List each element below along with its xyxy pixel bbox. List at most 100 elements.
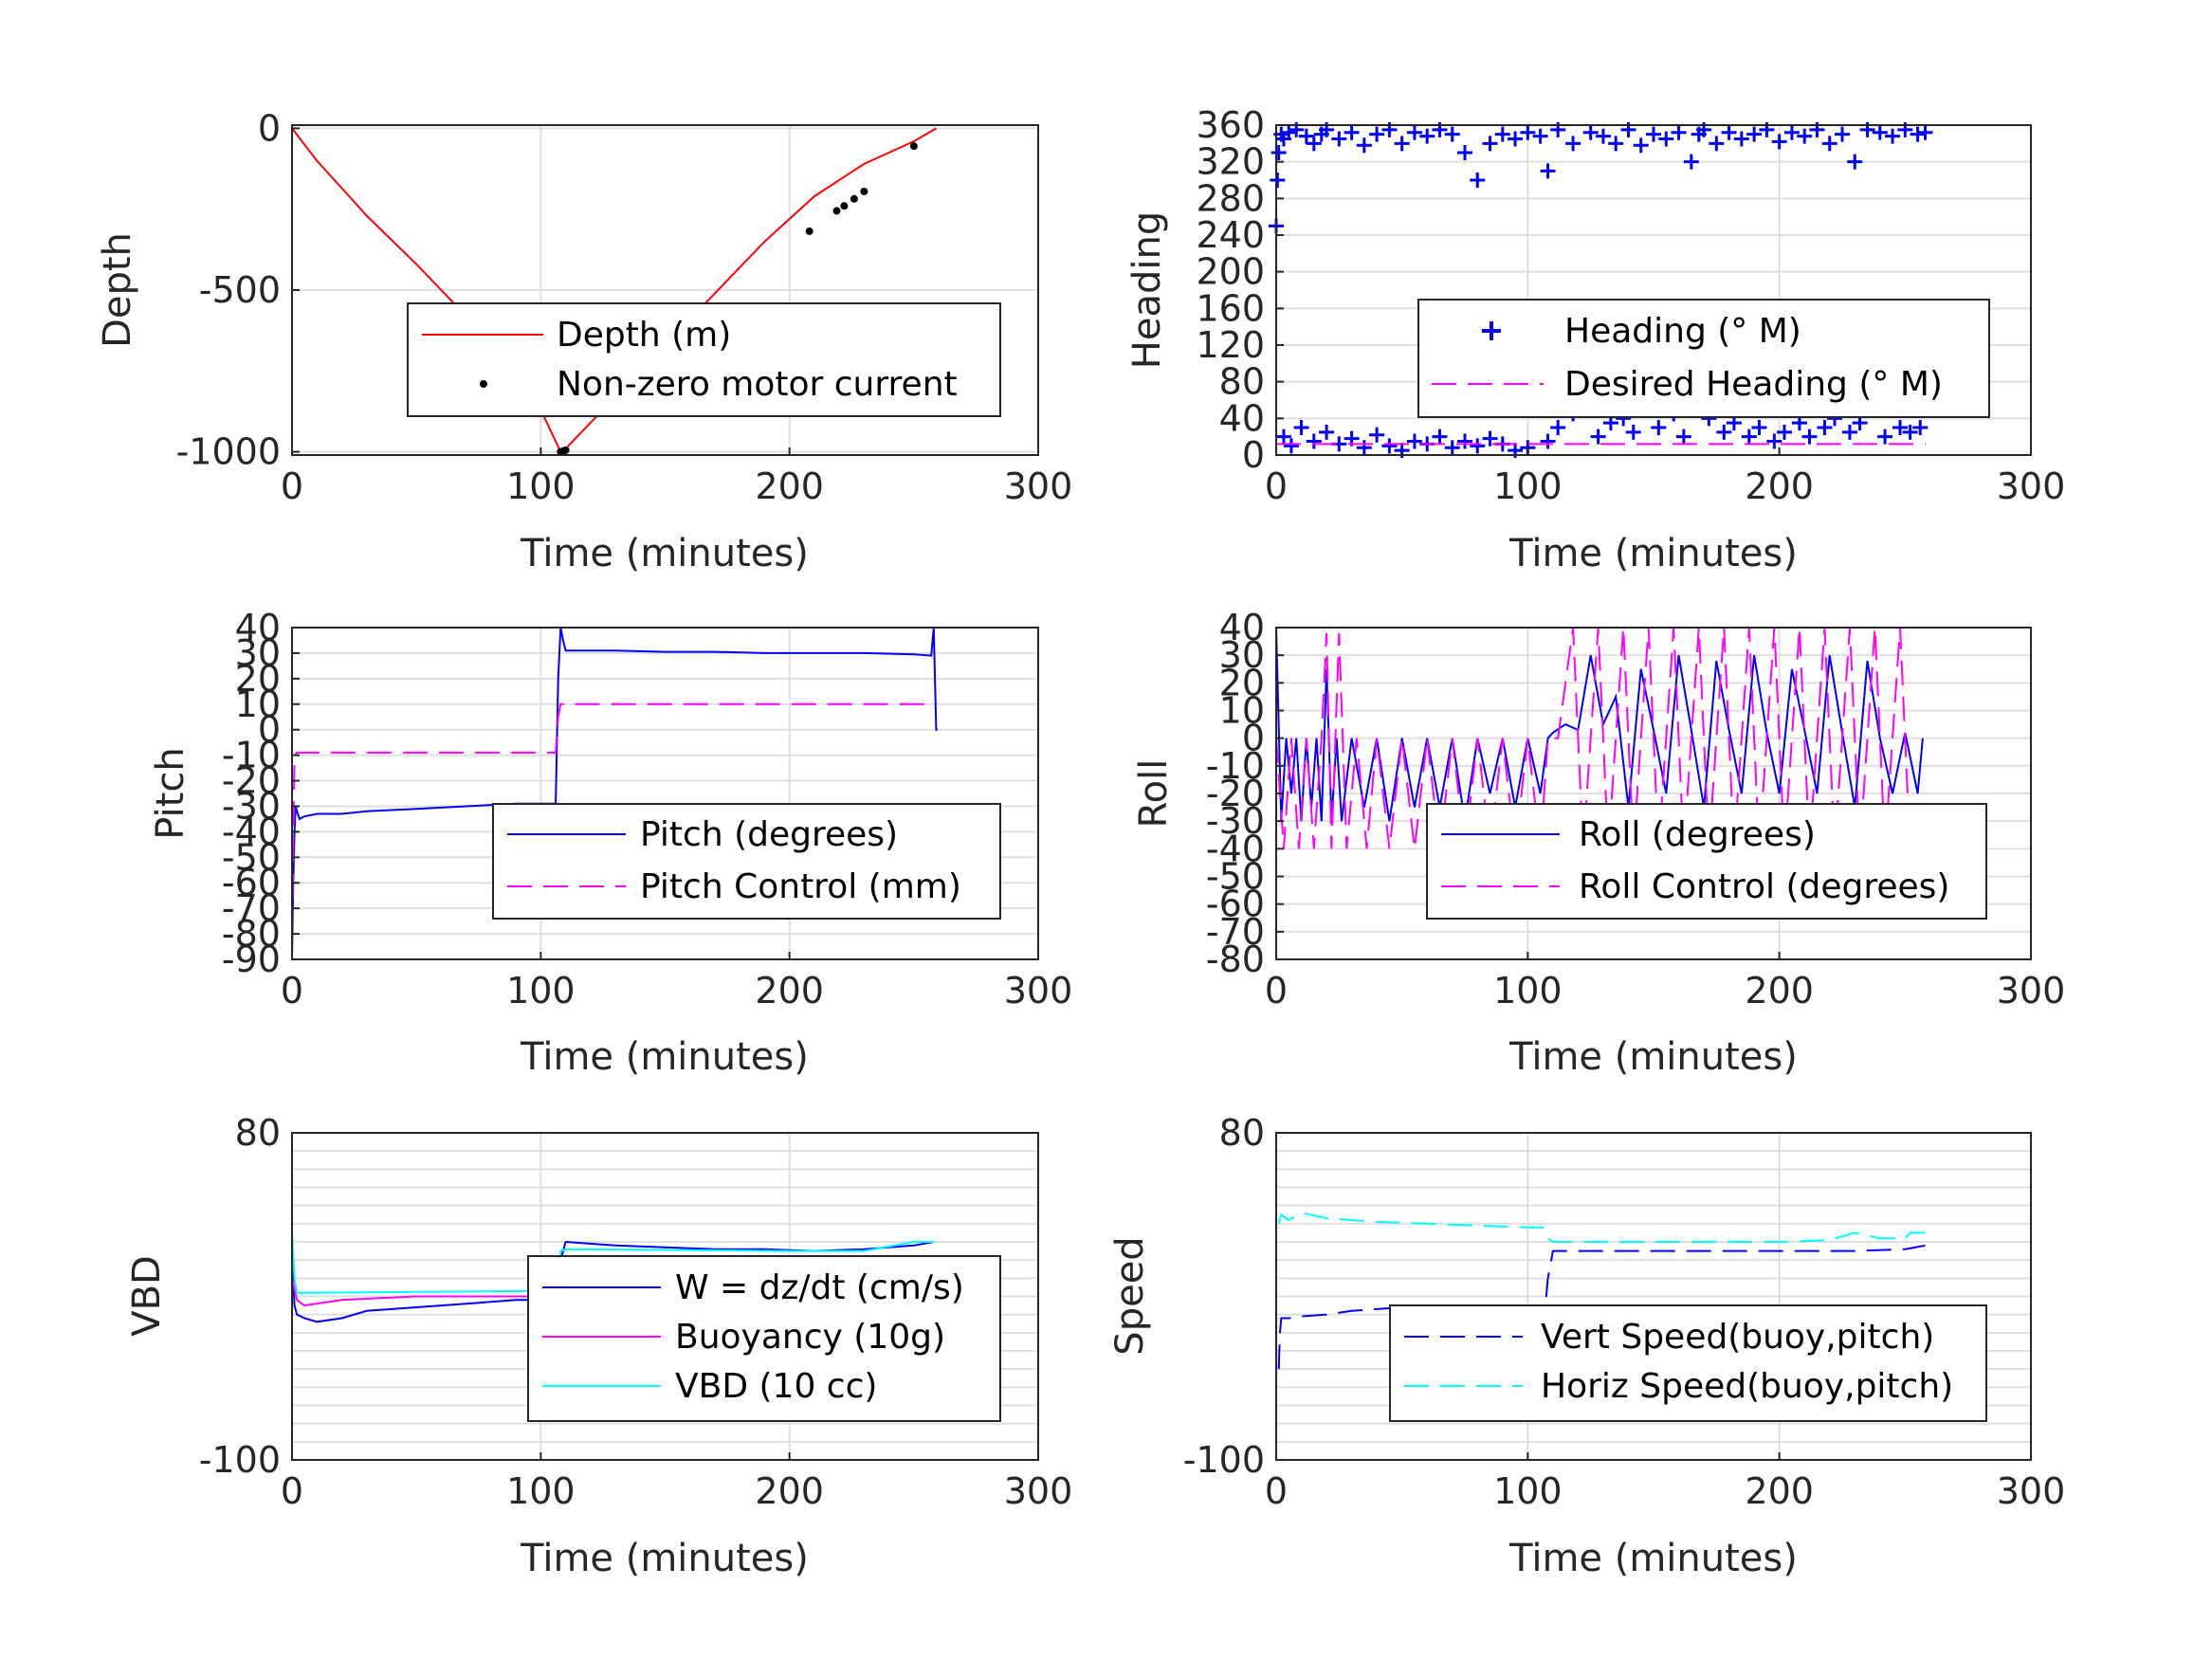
heading-series-0-point-27 <box>1532 128 1548 144</box>
heading-series-0-point-8 <box>1306 136 1322 152</box>
heading-ytick-label-9: 360 <box>1196 104 1265 146</box>
heading-series-0-point-48 <box>1783 124 1800 140</box>
heading-series-0-point-102 <box>1801 428 1818 445</box>
heading-series-0-point-35 <box>1633 137 1649 154</box>
pitch-series-1-line <box>291 702 934 935</box>
roll-ytick-label-0: -80 <box>1206 939 1265 980</box>
heading-series-0-point-2 <box>1271 145 1287 160</box>
depth-ytick-label-1: -500 <box>199 269 281 311</box>
heading-series-0-point-88 <box>1625 424 1641 440</box>
roll-ytick-label-1: -70 <box>1206 911 1265 953</box>
heading-series-0-point-100 <box>1776 424 1792 440</box>
heading-xtick-label-3: 300 <box>1997 465 2066 507</box>
pitch-ytick-label-13: 40 <box>235 607 281 648</box>
heading-ytick-label-1: 40 <box>1219 397 1265 439</box>
speed-ytick-label-0: -100 <box>1183 1439 1265 1481</box>
heading-legend-label-desired: Desired Heading (° M) <box>1564 365 1943 404</box>
pitch-xtick-label-0: 0 <box>281 970 303 1012</box>
heading-series-0-point-31 <box>1582 124 1599 140</box>
heading-series-0-point-109 <box>1892 420 1909 435</box>
heading-ylabel: Heading <box>1125 211 1169 369</box>
heading-series-0-point-75 <box>1457 433 1472 449</box>
vbd-axes: 0 100 200 300 -100 80 <box>199 1112 1073 1512</box>
pitch-ytick-label-2: -70 <box>222 887 281 929</box>
heading-series-0-point-38 <box>1671 124 1687 140</box>
speed-xtick-label-1: 100 <box>1493 1470 1563 1512</box>
depth-xlabel: Time (minutes) <box>520 532 809 575</box>
vbd-ylabel: VBD <box>125 1255 169 1337</box>
heading-series-0-point-51 <box>1821 136 1837 152</box>
heading-series-0-point-22 <box>1470 173 1486 188</box>
depth-series-1-point-6 <box>850 194 858 203</box>
heading-series-0-point-53 <box>1847 154 1863 170</box>
heading-ytick-label-5: 200 <box>1196 251 1265 293</box>
heading-series-0-point-98 <box>1751 420 1767 435</box>
heading-series-0-point-7 <box>1298 128 1314 144</box>
heading-series-0-point-56 <box>1885 128 1901 144</box>
pitch-xlabel: Time (minutes) <box>520 1035 809 1079</box>
pitch-legend: Pitch (degrees) Pitch Control (mm) <box>492 803 1001 920</box>
depth-ylabel: Depth <box>96 232 139 348</box>
heading-series-0-point-97 <box>1741 428 1757 445</box>
vbd-xtick-label-2: 200 <box>755 1470 824 1512</box>
heading-series-0-point-74 <box>1444 440 1460 456</box>
depth-xtick-label-3: 300 <box>1004 465 1073 507</box>
depth-legend-box <box>407 302 1001 417</box>
heading-series-0-point-76 <box>1470 438 1486 454</box>
depth-xtick-label-1: 100 <box>506 465 576 507</box>
roll-legend-label-control: Roll Control (degrees) <box>1579 867 1949 906</box>
vbd-xlabel: Time (minutes) <box>520 1537 809 1580</box>
panel-pitch: 0 100 200 300-90-80-70-60-50-40-30-20-10010… <box>149 607 1072 1079</box>
pitch-axes: 0 100 200 300-90-80-70-60-50-40-30-20-10010… <box>222 607 1072 1012</box>
pitch-legend-label-control: Pitch Control (mm) <box>640 867 961 906</box>
roll-xtick-label-2: 200 <box>1745 970 1814 1012</box>
speed-legend: Vert Speed(buoy,pitch) Horiz Speed(buoy,… <box>1389 1304 1987 1422</box>
heading-series-0-point-63 <box>1306 433 1322 449</box>
heading-series-0-point-20 <box>1444 126 1460 142</box>
roll-series-1-line <box>1275 627 1921 850</box>
depth-xtick-label-2: 200 <box>755 465 824 507</box>
speed-axes: 0 100 200 300 -100 80 <box>1183 1112 2066 1512</box>
heading-ytick-label-7: 280 <box>1196 177 1265 219</box>
heading-xtick-label-1: 100 <box>1493 465 1563 507</box>
heading-ytick-label-6: 240 <box>1196 214 1265 256</box>
roll-xtick-label-0: 0 <box>1265 970 1288 1012</box>
roll-legend: Roll (degrees) Roll Control (degrees) <box>1426 803 1987 920</box>
speed-ytick-label-1: 80 <box>1219 1112 1265 1154</box>
heading-series-0-point-16 <box>1394 136 1410 152</box>
heading-series-0-point-47 <box>1771 134 1787 150</box>
heading-series-0-point-103 <box>1817 420 1833 435</box>
heading-series-0-point-52 <box>1835 126 1850 142</box>
heading-series-0-point-32 <box>1595 128 1611 144</box>
roll-xtick-label-3: 300 <box>1997 970 2066 1012</box>
panel-depth: 0 100 200 300 0 -500 -1000 Time (minutes) Dept… <box>96 107 1072 575</box>
vbd-xtick-label-0: 0 <box>281 1470 303 1512</box>
heading-legend-box <box>1417 299 1990 418</box>
heading-series-0-point-61 <box>1283 438 1299 454</box>
pitch-ytick-label-0: -90 <box>222 939 281 980</box>
vbd-xtick-label-3: 300 <box>1004 1470 1073 1512</box>
heading-series-0-point-60 <box>1275 428 1291 445</box>
heading-series-0-point-36 <box>1646 126 1661 142</box>
pitch-ytick-label-10: 10 <box>235 684 281 725</box>
heading-series-0-point-58 <box>1910 126 1926 142</box>
speed-ylabel: Speed <box>1108 1236 1152 1355</box>
speed-legend-label-vert: Vert Speed(buoy,pitch) <box>1541 1318 1934 1357</box>
depth-legend: Depth (m) Non-zero motor current <box>407 302 1001 417</box>
depth-legend-label-motor: Non-zero motor current <box>557 365 958 404</box>
pitch-xtick-label-2: 200 <box>755 970 824 1012</box>
heading-series-0-point-30 <box>1565 136 1581 152</box>
heading-ytick-label-0: 0 <box>1242 434 1265 476</box>
roll-ytick-label-6: -20 <box>1206 773 1265 814</box>
depth-legend-label-depth: Depth (m) <box>557 316 731 355</box>
heading-series-0-point-17 <box>1406 124 1422 140</box>
vbd-ytick-label-1: 80 <box>235 1112 281 1154</box>
heading-series-0-point-110 <box>1902 424 1918 440</box>
heading-series-0-point-82 <box>1550 420 1566 435</box>
heading-ytick-label-4: 160 <box>1196 287 1265 329</box>
heading-series-0-point-13 <box>1356 137 1372 154</box>
heading-series-0-point-12 <box>1344 124 1360 140</box>
pitch-ytick-label-1: -80 <box>222 913 281 955</box>
depth-series-1-point-4 <box>832 207 841 215</box>
